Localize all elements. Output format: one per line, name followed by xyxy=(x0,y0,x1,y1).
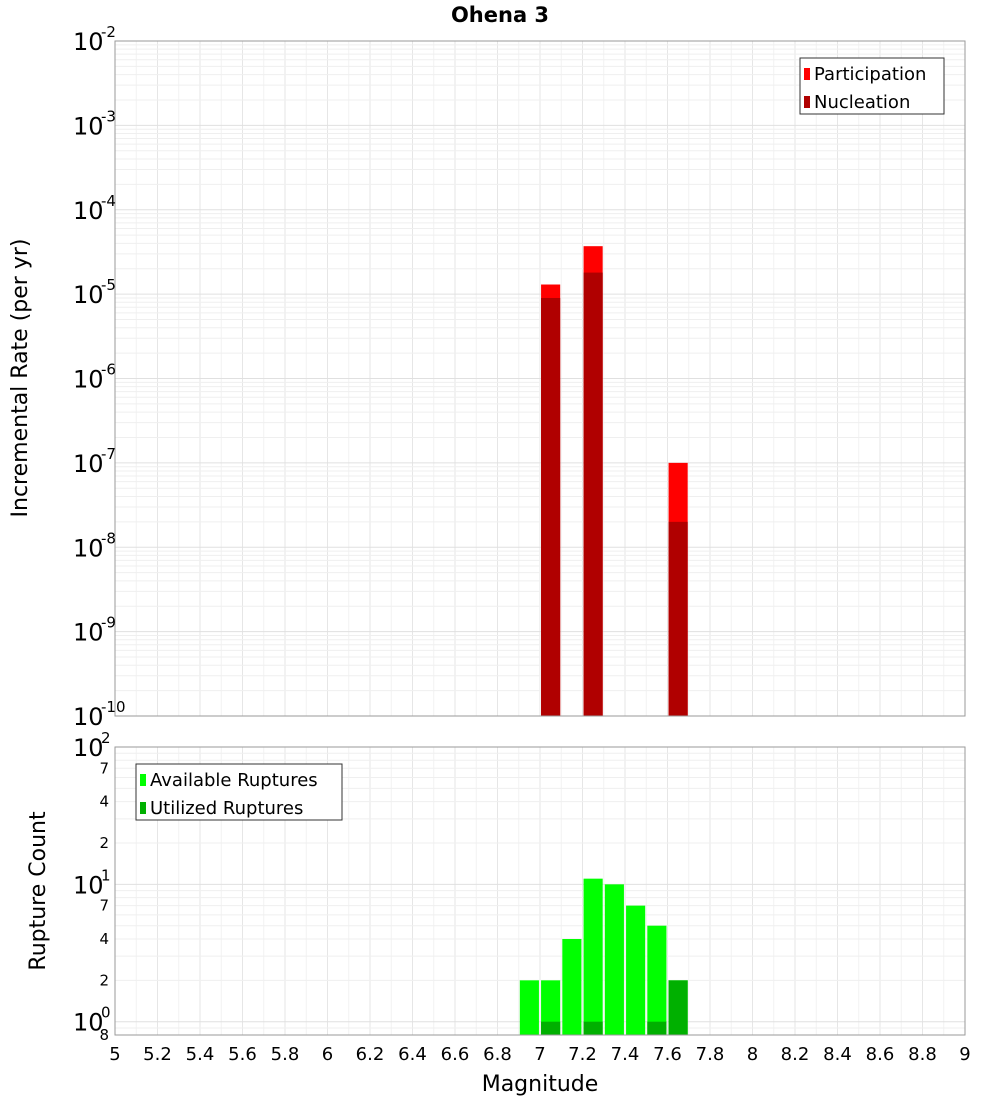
x-tick-label: 5.6 xyxy=(228,1044,257,1065)
legend-swatch xyxy=(804,96,810,108)
legend-label: Nucleation xyxy=(814,92,910,113)
y-tick-label: 7 xyxy=(99,759,109,777)
x-tick-label: 6.2 xyxy=(356,1044,385,1065)
y-tick-label: 10 xyxy=(73,619,104,647)
x-tick-label: 6.8 xyxy=(483,1044,512,1065)
bar xyxy=(668,980,688,1035)
legend-swatch xyxy=(804,68,810,80)
bar xyxy=(583,878,603,1035)
top-y-tick-labels: 10-210-310-410-510-610-710-810-910-10 xyxy=(73,23,126,731)
y-tick-exponent: -4 xyxy=(101,192,116,210)
y-tick-exponent: -2 xyxy=(101,23,116,41)
chart-title: Ohena 3 xyxy=(451,3,549,27)
y-tick-label: 10 xyxy=(73,1009,104,1037)
x-tick-label: 8.2 xyxy=(781,1044,810,1065)
x-tick-label: 6.6 xyxy=(441,1044,470,1065)
y-tick-exponent: -9 xyxy=(101,614,116,632)
legend-box xyxy=(135,763,343,821)
bottom-series-utilized-ruptures xyxy=(541,980,688,1035)
bottom-series-available-ruptures xyxy=(519,878,688,1035)
bar xyxy=(541,297,561,716)
top-panel: 10-210-310-410-510-610-710-810-910-10Par… xyxy=(73,23,966,731)
y-tick-label: 10 xyxy=(73,28,104,56)
legend-swatch xyxy=(140,774,146,786)
bar xyxy=(626,905,646,1035)
y-tick-label: 4 xyxy=(99,793,109,811)
x-tick-label: 5.8 xyxy=(271,1044,300,1065)
x-tick-label: 8.4 xyxy=(823,1044,852,1065)
bottom-x-tick-labels: 5 5.2 5.4 5.6 5.8 6 6.2 6.4 6.6 6.8 7 7.2 7.4 7.6 7.8 8… xyxy=(109,1044,970,1065)
legend-box xyxy=(799,57,945,115)
y-tick-label: 10 xyxy=(73,734,104,762)
x-tick-label: 9 xyxy=(959,1044,970,1065)
y-tick-exponent: 0 xyxy=(101,1004,111,1022)
y-tick-label: 2 xyxy=(99,971,109,989)
y-tick-exponent: -10 xyxy=(101,698,126,716)
x-tick-label: 7 xyxy=(534,1044,545,1065)
bar xyxy=(541,1021,561,1035)
bar xyxy=(519,980,539,1035)
y-tick-label: 10 xyxy=(73,197,104,225)
bottom-y-axis-title: Rupture Count xyxy=(26,811,51,971)
legend-swatch xyxy=(140,802,146,814)
bar xyxy=(668,521,688,716)
x-tick-label: 6 xyxy=(322,1044,333,1065)
x-tick-label: 8 xyxy=(747,1044,758,1065)
y-tick-exponent: -6 xyxy=(101,361,116,379)
y-tick-label: 10 xyxy=(73,450,104,478)
bottom-plot-frame xyxy=(114,746,966,1036)
x-axis-title: Magnitude xyxy=(482,1072,599,1097)
y-tick-exponent: -5 xyxy=(101,276,116,294)
bar xyxy=(583,272,603,716)
y-tick-exponent: -8 xyxy=(101,529,116,547)
y-tick-label: 8 xyxy=(99,1026,109,1044)
y-tick-label: 10 xyxy=(73,871,104,899)
bottom-legend: Available Ruptures Utilized Ruptures xyxy=(135,763,343,821)
y-tick-label: 10 xyxy=(73,703,104,731)
x-tick-label: 6.4 xyxy=(398,1044,427,1065)
legend-label: Participation xyxy=(814,64,926,85)
x-tick-label: 5 xyxy=(109,1044,120,1065)
bar xyxy=(583,1021,603,1035)
y-tick-exponent: -7 xyxy=(101,445,116,463)
legend-label: Utilized Ruptures xyxy=(150,798,303,819)
x-tick-label: 8.8 xyxy=(908,1044,937,1065)
y-tick-label: 10 xyxy=(73,112,104,140)
y-tick-label: 2 xyxy=(99,834,109,852)
x-tick-label: 7.4 xyxy=(611,1044,640,1065)
y-tick-label: 10 xyxy=(73,281,104,309)
top-y-axis-title: Incremental Rate (per yr) xyxy=(8,239,33,518)
y-tick-exponent: -3 xyxy=(101,107,116,125)
y-tick-label: 4 xyxy=(99,930,109,948)
x-tick-label: 5.4 xyxy=(186,1044,215,1065)
bar xyxy=(647,1021,667,1035)
top-plot-frame xyxy=(114,40,966,717)
y-tick-label: 10 xyxy=(73,534,104,562)
x-tick-label: 7.6 xyxy=(653,1044,682,1065)
x-tick-label: 5.2 xyxy=(143,1044,172,1065)
x-tick-label: 7.8 xyxy=(696,1044,725,1065)
x-tick-label: 7.2 xyxy=(568,1044,597,1065)
x-tick-label: 8.6 xyxy=(866,1044,895,1065)
bar xyxy=(647,925,667,1035)
legend-label: Available Ruptures xyxy=(150,770,318,791)
y-tick-exponent: 1 xyxy=(101,866,111,884)
y-tick-label: 7 xyxy=(99,897,109,915)
bar xyxy=(541,980,561,1035)
y-tick-exponent: 2 xyxy=(101,729,111,747)
y-tick-label: 10 xyxy=(73,366,104,394)
top-legend: Participation Nucleation xyxy=(799,57,945,115)
bar xyxy=(562,939,582,1035)
top-series-nucleation xyxy=(541,272,688,716)
bar xyxy=(604,884,624,1035)
bottom-horizontal-grid xyxy=(115,746,965,1036)
